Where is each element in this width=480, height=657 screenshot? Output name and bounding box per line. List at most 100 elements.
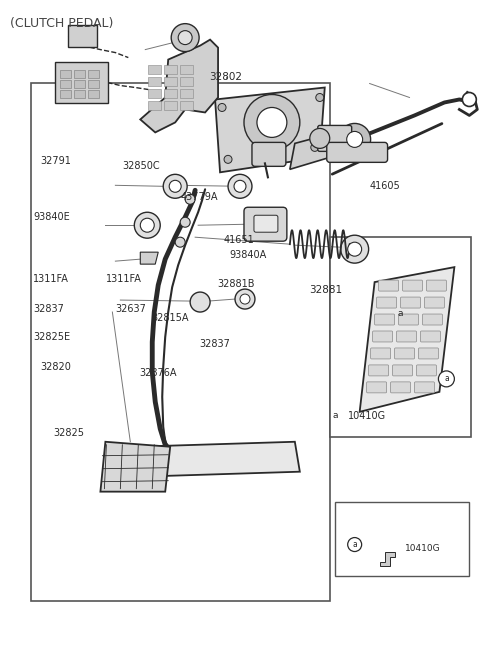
Circle shape xyxy=(218,103,226,112)
Circle shape xyxy=(257,108,287,137)
FancyBboxPatch shape xyxy=(398,314,419,325)
FancyBboxPatch shape xyxy=(180,89,192,98)
Text: 10410G: 10410G xyxy=(348,411,386,420)
Circle shape xyxy=(180,217,190,227)
Text: 32881: 32881 xyxy=(310,286,343,296)
FancyBboxPatch shape xyxy=(417,365,436,376)
Circle shape xyxy=(228,174,252,198)
Text: 1311FA: 1311FA xyxy=(106,275,142,284)
Text: 32815A: 32815A xyxy=(152,313,189,323)
FancyBboxPatch shape xyxy=(367,382,386,393)
Circle shape xyxy=(163,174,187,198)
Circle shape xyxy=(348,537,361,551)
Circle shape xyxy=(438,371,455,387)
FancyBboxPatch shape xyxy=(374,314,395,325)
FancyBboxPatch shape xyxy=(148,65,161,74)
FancyBboxPatch shape xyxy=(377,297,396,308)
FancyBboxPatch shape xyxy=(164,101,177,110)
Polygon shape xyxy=(140,39,218,133)
Text: a: a xyxy=(333,411,338,420)
Text: 41651: 41651 xyxy=(223,235,254,245)
Circle shape xyxy=(244,95,300,150)
FancyBboxPatch shape xyxy=(148,101,161,110)
Text: 32820: 32820 xyxy=(40,362,71,372)
Text: 32837: 32837 xyxy=(199,339,230,350)
Text: a: a xyxy=(397,309,403,318)
FancyBboxPatch shape xyxy=(148,77,161,86)
FancyBboxPatch shape xyxy=(393,365,412,376)
FancyBboxPatch shape xyxy=(180,65,192,74)
Text: 32637: 32637 xyxy=(116,304,146,314)
Circle shape xyxy=(310,128,330,148)
FancyBboxPatch shape xyxy=(379,280,398,291)
Circle shape xyxy=(134,212,160,238)
Polygon shape xyxy=(290,127,355,170)
FancyBboxPatch shape xyxy=(371,348,391,359)
FancyBboxPatch shape xyxy=(68,25,97,47)
Circle shape xyxy=(175,237,185,247)
Circle shape xyxy=(178,31,192,45)
Polygon shape xyxy=(380,551,395,566)
FancyBboxPatch shape xyxy=(426,280,446,291)
FancyBboxPatch shape xyxy=(60,90,71,98)
Text: 10410G: 10410G xyxy=(405,544,440,553)
FancyBboxPatch shape xyxy=(415,382,434,393)
Text: a: a xyxy=(444,374,449,384)
Circle shape xyxy=(190,292,210,312)
Bar xyxy=(31,83,330,601)
Text: 32837: 32837 xyxy=(33,304,64,314)
FancyBboxPatch shape xyxy=(164,89,177,98)
Text: 32825E: 32825E xyxy=(33,332,71,342)
Circle shape xyxy=(224,155,232,164)
Text: 32850C: 32850C xyxy=(123,161,160,171)
FancyBboxPatch shape xyxy=(395,348,415,359)
FancyBboxPatch shape xyxy=(403,280,422,291)
FancyBboxPatch shape xyxy=(422,314,443,325)
Text: 41605: 41605 xyxy=(369,181,400,191)
Text: 93840E: 93840E xyxy=(33,212,70,222)
FancyBboxPatch shape xyxy=(60,70,71,78)
FancyBboxPatch shape xyxy=(372,331,393,342)
FancyBboxPatch shape xyxy=(60,80,71,88)
Circle shape xyxy=(339,124,371,155)
FancyBboxPatch shape xyxy=(424,297,444,308)
FancyBboxPatch shape xyxy=(88,90,99,98)
Text: (CLUTCH PEDAL): (CLUTCH PEDAL) xyxy=(10,17,114,30)
FancyBboxPatch shape xyxy=(164,65,177,74)
Circle shape xyxy=(348,242,361,256)
FancyBboxPatch shape xyxy=(244,207,287,241)
FancyBboxPatch shape xyxy=(55,62,108,103)
Text: 43779A: 43779A xyxy=(180,192,218,202)
Text: 32825: 32825 xyxy=(53,428,84,438)
FancyBboxPatch shape xyxy=(327,143,387,162)
Text: a: a xyxy=(352,540,357,549)
FancyBboxPatch shape xyxy=(369,365,389,376)
Circle shape xyxy=(462,93,476,106)
Polygon shape xyxy=(215,87,325,172)
FancyBboxPatch shape xyxy=(252,143,286,166)
FancyBboxPatch shape xyxy=(180,77,192,86)
Circle shape xyxy=(347,131,363,147)
Bar xyxy=(335,502,469,576)
Text: 32791: 32791 xyxy=(40,156,71,166)
Text: 1311FA: 1311FA xyxy=(33,275,69,284)
Polygon shape xyxy=(135,442,300,477)
Circle shape xyxy=(140,218,154,232)
FancyBboxPatch shape xyxy=(400,297,420,308)
Circle shape xyxy=(316,93,324,101)
FancyBboxPatch shape xyxy=(391,382,410,393)
Polygon shape xyxy=(360,267,455,412)
Bar xyxy=(330,237,471,437)
FancyBboxPatch shape xyxy=(88,80,99,88)
FancyBboxPatch shape xyxy=(164,77,177,86)
FancyBboxPatch shape xyxy=(419,348,438,359)
FancyBboxPatch shape xyxy=(74,80,85,88)
FancyBboxPatch shape xyxy=(180,101,192,110)
FancyBboxPatch shape xyxy=(318,125,352,151)
Circle shape xyxy=(169,180,181,193)
FancyBboxPatch shape xyxy=(88,70,99,78)
Circle shape xyxy=(235,289,255,309)
Text: 32881B: 32881B xyxy=(217,279,255,289)
Text: 93840A: 93840A xyxy=(229,250,267,260)
Text: 32876A: 32876A xyxy=(140,368,177,378)
